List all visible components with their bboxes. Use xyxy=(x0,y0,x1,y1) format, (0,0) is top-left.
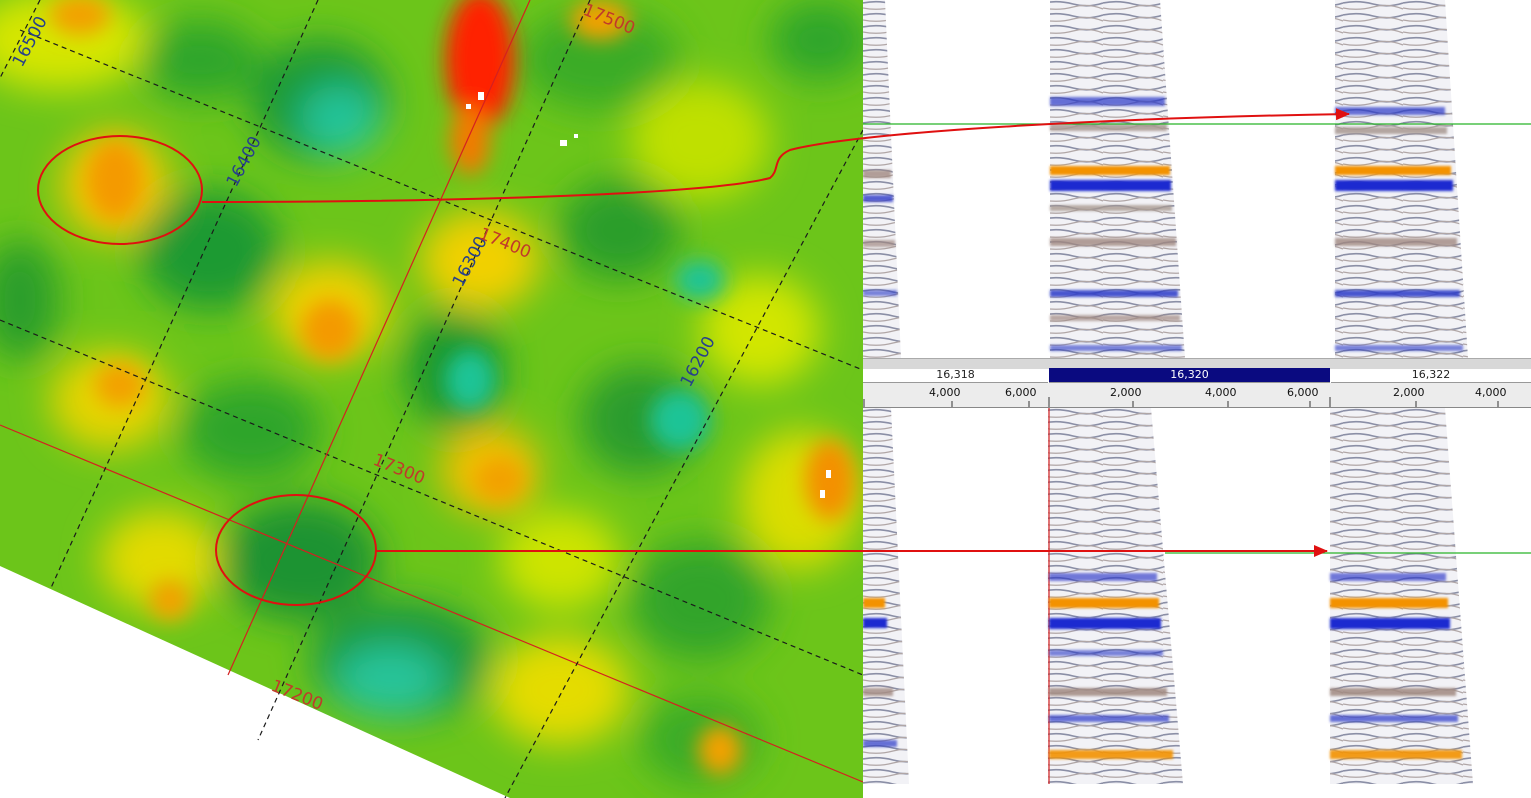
tick-label: 6,000 xyxy=(1287,386,1319,399)
crossline-17300-line xyxy=(0,424,863,783)
crossline-17400-line xyxy=(0,319,863,676)
axis-ticks xyxy=(863,397,1499,407)
tick-label: 6,000 xyxy=(1005,386,1037,399)
inline-16200-line xyxy=(504,129,863,798)
tick-label: 4,000 xyxy=(929,386,961,399)
section-top-left xyxy=(863,0,901,358)
section-bottom-left xyxy=(863,408,909,784)
attribute-surface xyxy=(0,0,863,798)
offset-axis: 4,000 6,000 2,000 4,000 6,000 2,000 4,00… xyxy=(863,383,1531,408)
section-top-right xyxy=(1335,0,1468,358)
seismic-sections: 16,318 16,320 16,322 4,000 6,000 2,000 4… xyxy=(863,0,1531,798)
inline-16500-line xyxy=(0,0,41,79)
section-bottom-right xyxy=(1330,408,1473,784)
panel-label-16322[interactable]: 16,322 xyxy=(1331,368,1531,383)
tick-label: 2,000 xyxy=(1110,386,1142,399)
section-row-divider xyxy=(863,358,1531,369)
panel-label-16318[interactable]: 16,318 xyxy=(863,368,1048,383)
tick-label: 4,000 xyxy=(1205,386,1237,399)
section-bottom-middle xyxy=(1048,408,1183,784)
attribute-map: 16500 16400 16300 16200 17500 17400 1730… xyxy=(0,0,863,798)
attribute-map-canvas: 16500 16400 16300 16200 17500 17400 1730… xyxy=(0,0,863,798)
inline-16400-line xyxy=(49,0,319,591)
section-top-middle xyxy=(1050,0,1185,358)
tick-label: 2,000 xyxy=(1393,386,1425,399)
panel-label-16320[interactable]: 16,320 xyxy=(1049,368,1330,383)
tick-label: 4,000 xyxy=(1475,386,1507,399)
